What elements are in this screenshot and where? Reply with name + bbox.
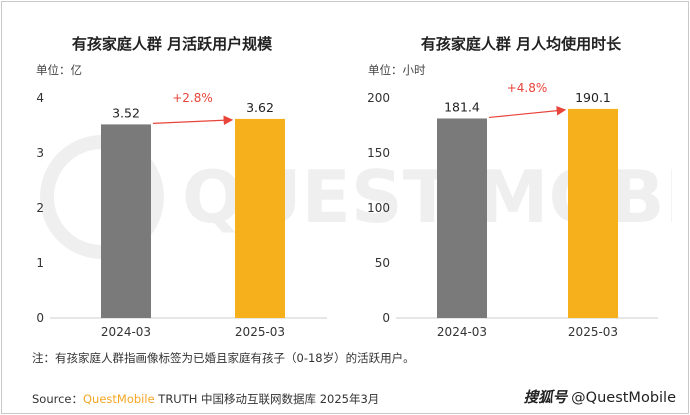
chart2-unit: 单位：小时 [368,63,426,77]
chart1-bar-2024-03 [101,124,151,319]
chart2-value-label: 190.1 [575,90,611,105]
author-handle[interactable]: 搜狐号 @QuestMobile [524,386,676,407]
chart2-ytick: 100 [367,201,390,215]
footnote: 注：有孩家庭人群指画像标签为已婚且家庭有孩子（0-18岁）的活跃用户。 [32,351,415,365]
chart1-ytick: 0 [36,311,44,325]
chart1-bar-2025-03 [235,118,285,319]
chart2-bar-2024-03 [437,118,487,319]
chart1-ytick: 2 [36,201,44,215]
chart1-category-label: 2025-03 [235,325,285,339]
chart2-category-label: 2024-03 [437,325,487,339]
chart2-bar-2025-03 [568,108,618,318]
source-rest: TRUTH 中国移动互联网数据库 2025年3月 [154,392,380,406]
chart1-value-label: 3.62 [246,100,274,115]
sohu-logo-text: 搜狐号 [523,390,568,406]
source-brand: QuestMobile [83,392,155,406]
chart2-category-label: 2025-03 [568,325,618,339]
chart2-ytick: 0 [382,311,390,325]
chart2-title: 有孩家庭人群 月人均使用时长 [421,35,622,53]
source-prefix: Source： [32,392,83,406]
chart2-ytick: 200 [367,91,390,105]
chart1-title: 有孩家庭人群 月活跃用户规模 [72,35,273,53]
chart1-category-label: 2024-03 [101,325,151,339]
chart2-ytick: 50 [375,256,390,270]
chart1-value-label: 3.52 [112,105,140,120]
chart2-value-label: 181.4 [444,99,480,114]
handle-text: @QuestMobile [571,390,676,406]
chart1-growth-arrow [152,115,234,126]
chart2-ytick: 150 [367,146,390,160]
chart1-growth-label: +2.8% [172,91,213,105]
chart2-growth-arrow [488,105,567,119]
chart1-ytick: 4 [36,91,44,105]
chart2-growth-label: +4.8% [507,81,548,95]
chart1-ytick: 3 [36,146,44,160]
chart1-ytick: 1 [36,256,44,270]
source-line: Source：QuestMobile TRUTH 中国移动互联网数据库 2025… [32,391,379,407]
chart1-unit: 单位：亿 [36,63,82,77]
